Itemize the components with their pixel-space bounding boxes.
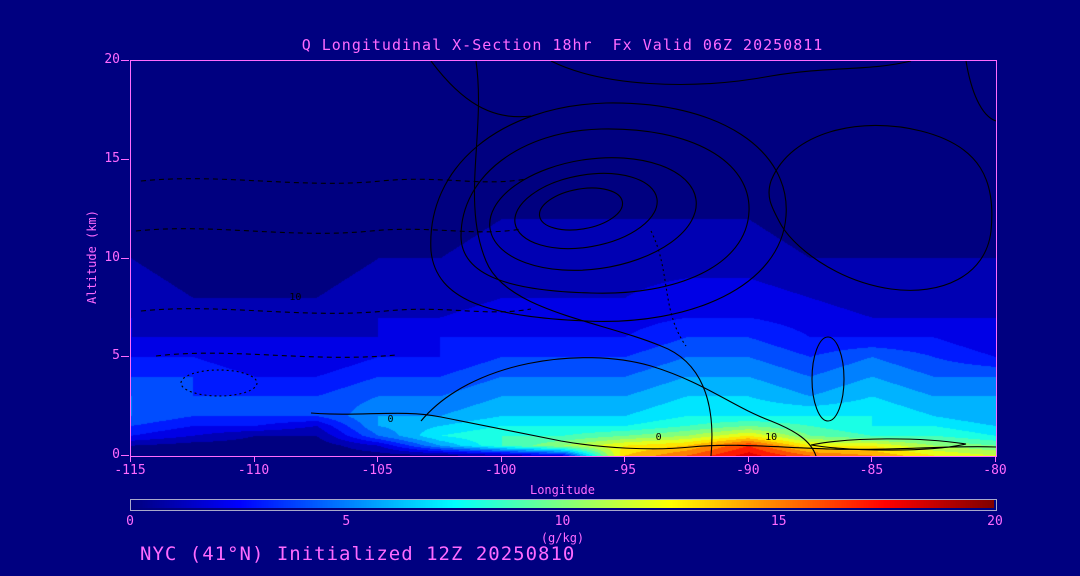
x-tick-mark xyxy=(130,456,131,462)
x-tick-label: -90 xyxy=(736,463,760,478)
x-tick-mark xyxy=(871,456,873,462)
y-tick-label: 5 xyxy=(112,348,120,364)
dashed-contours xyxy=(135,178,687,397)
y-tick-mark xyxy=(121,455,129,456)
x-tick-mark xyxy=(995,456,996,462)
y-tick-mark xyxy=(121,158,129,160)
contour-label: 0 xyxy=(655,432,662,444)
y-tick-label: 20 xyxy=(104,52,120,67)
x-tick-mark xyxy=(377,456,379,462)
x-tick-mark xyxy=(624,456,626,462)
y-tick-mark xyxy=(121,60,129,61)
colorbar-tick-label: 15 xyxy=(770,514,787,529)
colorbar-tick-label: 5 xyxy=(342,514,351,529)
colorbar-tick-label: 0 xyxy=(126,514,134,529)
x-tick-label: -110 xyxy=(237,463,270,478)
x-tick-label: -115 xyxy=(114,463,146,478)
y-tick-label: 10 xyxy=(104,249,120,265)
solid-contours xyxy=(310,61,996,456)
x-tick-label: -85 xyxy=(859,463,884,478)
contour-label: 0 xyxy=(387,414,394,426)
colorbar-unit-label: (g/kg) xyxy=(540,531,585,545)
x-tick-label: -80 xyxy=(983,463,1007,478)
colorbar-tick-label: 10 xyxy=(554,514,571,529)
y-tick-mark xyxy=(121,356,129,358)
x-tick-label: -105 xyxy=(361,463,393,478)
y-tick-mark xyxy=(121,257,129,259)
x-tick-mark xyxy=(253,456,255,462)
contour-label: 10 xyxy=(289,292,302,303)
x-tick-label: -95 xyxy=(612,463,637,478)
plot-area: 0 0 10 10 xyxy=(130,60,997,457)
x-axis-label: Longitude xyxy=(529,483,596,497)
x-tick-mark xyxy=(747,456,749,462)
colorbar-gradient-canvas xyxy=(131,500,994,508)
contour-lines xyxy=(135,61,996,456)
contour-label-layer: 0 0 10 10 xyxy=(131,61,996,456)
contour-label: 10 xyxy=(765,432,778,444)
y-tick-label: 15 xyxy=(104,150,120,166)
plot-title: Q Longitudinal X-Section 18hr Fx Valid 0… xyxy=(301,36,824,54)
init-caption: NYC (41°N) Initialized 12Z 20250810 xyxy=(140,543,576,565)
y-tick-label: 0 xyxy=(112,447,120,462)
x-tick-label: -100 xyxy=(485,463,517,478)
x-tick-mark xyxy=(500,456,502,462)
colorbar-tick-label: 20 xyxy=(987,514,1003,529)
colorbar xyxy=(130,499,997,511)
